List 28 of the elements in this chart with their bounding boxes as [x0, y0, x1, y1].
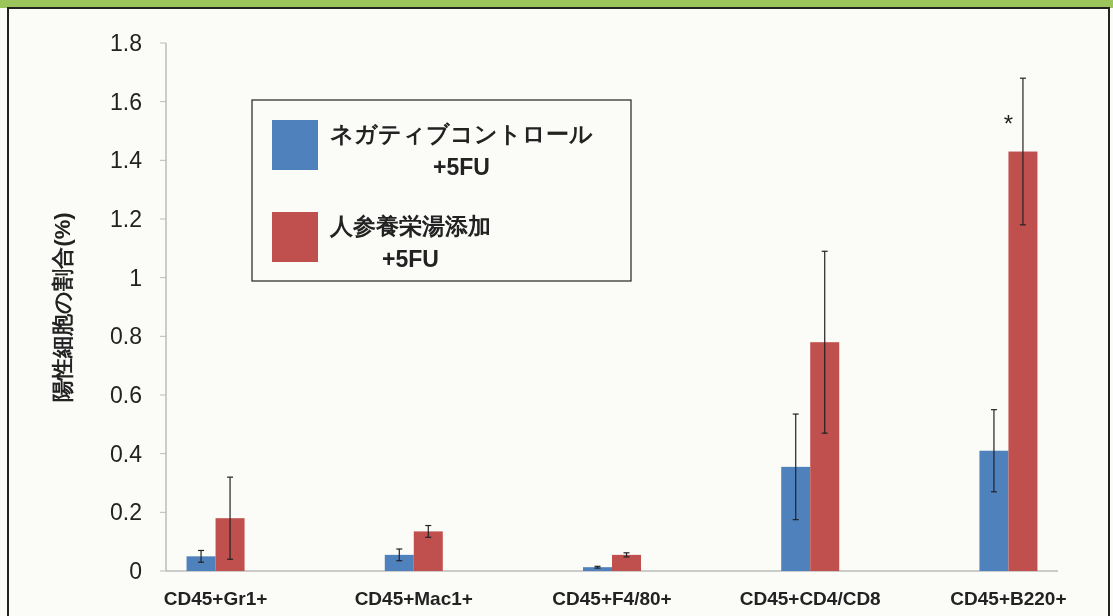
bar [810, 342, 840, 571]
bar [979, 450, 1009, 571]
legend-label: 人参養栄湯添加 +5FU [329, 213, 491, 272]
bar [384, 554, 414, 571]
bar [215, 518, 245, 571]
legend-label: ネガティブコントロール +5FU [330, 121, 593, 180]
bar [413, 531, 443, 571]
y-tick-label: 1 [129, 264, 142, 291]
x-tick-label: CD45+Mac1+ [354, 588, 473, 609]
bar [1008, 151, 1038, 571]
x-tick-label: CD45+B220+ [950, 588, 1067, 609]
bar [781, 466, 811, 571]
bar [186, 556, 216, 571]
bar [612, 554, 641, 571]
y-tick-label: 0 [129, 558, 142, 584]
x-tick-label: CD45+CD4/CD8 [739, 588, 881, 609]
x-tick-label: CD45+Gr1+ [163, 588, 268, 609]
y-axis-title: 陽性細胞の割合(%) [50, 212, 75, 402]
y-tick-label: 0.6 [110, 382, 142, 408]
y-tick-label: 1.8 [110, 30, 142, 56]
y-tick-label: 1.2 [110, 206, 142, 232]
y-tick-label: 1.6 [110, 88, 142, 115]
y-tick-label: 0.8 [110, 323, 142, 350]
x-tick-label: CD45+F4/80+ [552, 588, 672, 609]
y-tick-label: 1.4 [110, 147, 143, 174]
annotation: * [1003, 109, 1014, 137]
y-tick-label: 0.4 [110, 440, 143, 467]
y-tick-label: 0.2 [110, 499, 142, 526]
